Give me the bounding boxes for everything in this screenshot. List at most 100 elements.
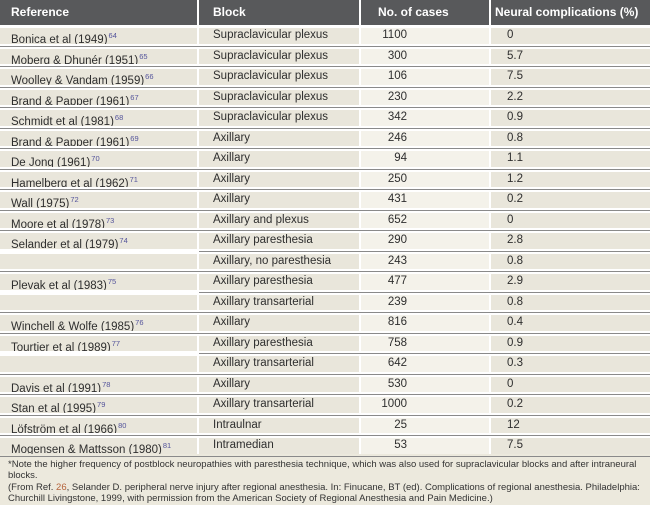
cell-reference: Selander et al (1979)74 — [0, 233, 197, 254]
cell-neural-complications: 0.8 — [491, 130, 650, 151]
reference-citation-link[interactable]: 72 — [70, 195, 79, 204]
row-separator — [0, 64, 650, 69]
cell-reference: Stan et al (1995)79 — [0, 397, 197, 418]
row-separator — [0, 146, 650, 151]
cell-neural-complications: 0.2 — [491, 397, 650, 418]
cell-no-of-cases: 642 — [361, 356, 489, 372]
column-header-block: Block — [199, 0, 359, 25]
cell-neural-complications: 0.9 — [491, 335, 650, 356]
cell-neural-complications: 12 — [491, 417, 650, 438]
footnote-marker: * — [8, 458, 12, 470]
reference-citation-link[interactable]: 65 — [139, 51, 148, 61]
reference-citation-link[interactable]: 80 — [118, 420, 127, 430]
reference-citation-link[interactable]: 71 — [129, 174, 138, 184]
cell-block: Supraclavicular plexus — [199, 28, 359, 49]
cell-reference: Tourtier et al (1989)77 — [0, 335, 197, 356]
row-separator — [0, 269, 650, 274]
reference-text: Moberg & Dhunér (1951) — [11, 54, 139, 67]
row-separator — [0, 228, 650, 233]
reference-citation-link[interactable]: 73 — [105, 215, 115, 225]
cell-block: Axillary — [199, 315, 359, 336]
reference-text: Stan et al (1995) — [11, 402, 97, 415]
reference-citation-link[interactable]: 76 — [135, 318, 144, 327]
table-row: Brand & Papper (1961)69 Axillary 246 0.8 — [0, 130, 650, 151]
reference-citation-link[interactable]: 78 — [102, 379, 111, 389]
row-separator — [0, 392, 650, 397]
cell-reference: Mogensen & Mattsson (1980)81 — [0, 438, 197, 459]
reference-citation-link[interactable]: 69 — [130, 133, 139, 143]
table-row: Winchell & Wolfe (1985)76 Axillary 816 0.4 — [0, 315, 650, 336]
reference-citation-link[interactable]: 70 — [91, 154, 100, 163]
table-row: Plevak et al (1983)75 Axillary paresthesi… — [0, 274, 650, 295]
table-row: Mogensen & Mattsson (1980)81 Intramedian 5… — [0, 438, 650, 459]
footnote-citation: (From Ref. 26, Selander D. peripheral ne… — [8, 482, 642, 505]
reference-text: Moore et al (1978) — [11, 218, 105, 231]
table-header-row: Reference Block No. of cases Neural comp… — [0, 0, 650, 25]
citation-ref-link[interactable]: 26 — [56, 481, 67, 493]
table-row: Davis et al (1991)78 Axillary 530 0 — [0, 376, 650, 397]
row-separator — [0, 371, 650, 377]
cell-block: Axillary paresthesia — [199, 335, 359, 356]
footnote-citation-text-before: (From Ref. — [8, 481, 57, 493]
row-separator — [0, 125, 650, 131]
table-row: Bonica et al (1949)64 Supraclavicular ple… — [0, 28, 650, 49]
column-header-neural-complications: Neural complications (%) — [491, 0, 650, 25]
table-row: Moore et al (1978)73 Axillary and plexus 6… — [0, 212, 650, 233]
row-separator — [0, 207, 650, 213]
cell-neural-complications: 7.5 — [491, 438, 650, 459]
cell-no-of-cases: 758 — [361, 335, 489, 356]
cell-reference: De Jong (1961)70 — [0, 151, 197, 172]
row-separator — [0, 433, 650, 438]
cell-reference — [0, 356, 197, 372]
cell-neural-complications: 0.3 — [491, 356, 650, 372]
cell-no-of-cases: 300 — [361, 48, 489, 69]
table-row: Stan et al (1995)79 Axillary transarteria… — [0, 397, 650, 418]
footnote: *Note the higher frequency of postblock … — [0, 453, 650, 505]
cell-reference — [0, 253, 197, 269]
table-row: Axillary, no paresthesia 243 0.8 — [0, 253, 650, 269]
footnote-note-text: Note the higher frequency of postblock n… — [8, 458, 637, 482]
cell-no-of-cases: 25 — [361, 417, 489, 438]
cell-block: Supraclavicular plexus — [199, 89, 359, 110]
cell-reference: Moberg & Dhunér (1951)65 — [0, 48, 197, 69]
reference-citation-link[interactable]: 67 — [130, 92, 139, 102]
reference-citation-link[interactable]: 77 — [111, 338, 121, 348]
cell-reference: Hamelberg et al (1962)71 — [0, 171, 197, 192]
cell-block: Axillary and plexus — [199, 212, 359, 233]
row-separator — [0, 166, 650, 172]
cell-no-of-cases: 230 — [361, 89, 489, 110]
row-separator — [0, 330, 650, 336]
reference-citation-link[interactable]: 68 — [114, 113, 124, 122]
cell-no-of-cases: 250 — [361, 171, 489, 192]
cell-no-of-cases: 431 — [361, 192, 489, 213]
table-row: De Jong (1961)70 Axillary 94 1.1 — [0, 151, 650, 172]
cell-no-of-cases: 652 — [361, 212, 489, 233]
cell-neural-complications: 0.9 — [491, 110, 650, 131]
row-separator-partial — [0, 248, 650, 254]
cell-no-of-cases: 94 — [361, 151, 489, 172]
cell-no-of-cases: 53 — [361, 438, 489, 459]
table-row: Tourtier et al (1989)77 Axillary paresthe… — [0, 335, 650, 356]
cell-block: Supraclavicular plexus — [199, 48, 359, 69]
reference-citation-link[interactable]: 81 — [162, 441, 172, 450]
reference-text: Tourtier et al (1989) — [11, 341, 111, 354]
reference-citation-link[interactable]: 75 — [107, 277, 117, 286]
cell-no-of-cases: 290 — [361, 233, 489, 254]
cell-reference: Moore et al (1978)73 — [0, 212, 197, 233]
cell-no-of-cases: 243 — [361, 253, 489, 269]
cell-neural-complications: 2.8 — [491, 233, 650, 254]
cell-neural-complications: 0.8 — [491, 294, 650, 310]
reference-citation-link[interactable]: 66 — [145, 72, 154, 81]
cell-no-of-cases: 106 — [361, 69, 489, 90]
reference-text: Woolley & Vandam (1959) — [11, 74, 145, 87]
table-row: Brand & Papper (1961)67 Supraclavicular p… — [0, 89, 650, 110]
reference-citation-link[interactable]: 64 — [108, 31, 117, 40]
table-row: Moberg & Dhunér (1951)65 Supraclavicular … — [0, 48, 650, 69]
reference-text: Bonica et al (1949) — [11, 33, 108, 46]
row-separator — [0, 187, 650, 192]
cell-reference: Davis et al (1991)78 — [0, 376, 197, 397]
reference-citation-link[interactable]: 74 — [119, 236, 128, 245]
cell-neural-complications: 0 — [491, 376, 650, 397]
reference-citation-link[interactable]: 79 — [97, 400, 106, 409]
reference-text: Brand & Papper (1961) — [11, 95, 130, 108]
